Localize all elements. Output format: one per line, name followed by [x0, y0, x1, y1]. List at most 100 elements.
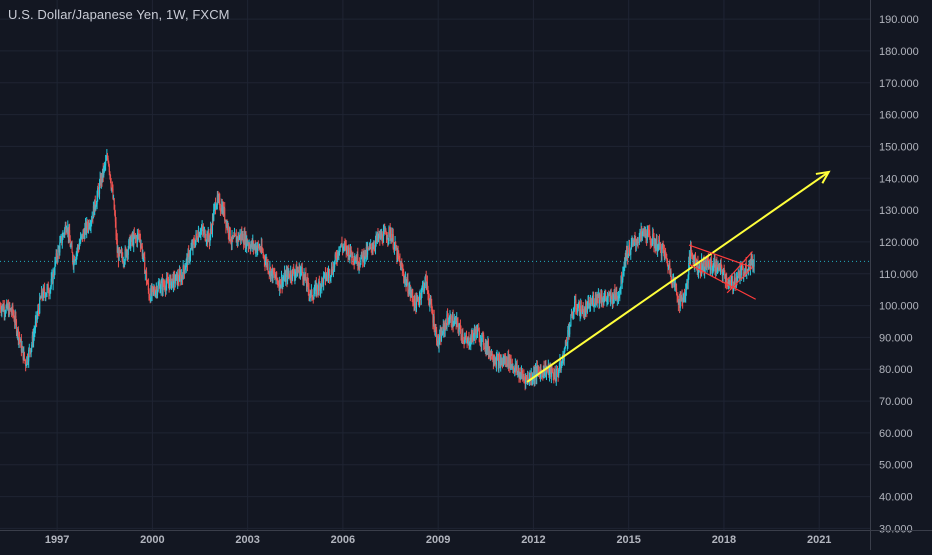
candle-body — [644, 229, 646, 233]
candle-body — [73, 258, 75, 267]
candle-body — [94, 199, 96, 208]
candle-body — [175, 273, 178, 275]
candle-body — [154, 292, 156, 296]
candle-body — [71, 245, 73, 253]
candle-body — [589, 305, 591, 309]
candle-body — [299, 271, 301, 278]
candle-body — [307, 281, 309, 290]
candle-body — [75, 253, 77, 260]
candle-body — [495, 356, 497, 366]
candle-body — [37, 309, 40, 311]
candle-body — [18, 337, 21, 340]
candle-body — [707, 260, 709, 268]
candle-body — [679, 299, 681, 309]
candle-body — [102, 168, 104, 181]
candle-body — [685, 285, 687, 290]
candle-body — [178, 280, 180, 282]
candle-body — [703, 260, 705, 273]
candle-body — [387, 238, 389, 240]
candle-body — [521, 371, 523, 374]
candle-body — [393, 248, 395, 250]
candle-body — [196, 234, 198, 237]
candle-body — [538, 368, 540, 372]
candle-body — [28, 348, 30, 350]
candle-body — [752, 262, 754, 266]
candle-body — [263, 255, 265, 257]
candle-body — [1, 304, 3, 308]
candle-body — [249, 244, 251, 248]
candle-body — [740, 268, 742, 276]
candle-body — [665, 253, 667, 259]
candle-body — [12, 305, 14, 313]
candle-body — [34, 329, 36, 333]
candle-body — [301, 266, 303, 270]
candle-body — [443, 323, 445, 325]
candle-body — [614, 289, 616, 296]
candle-body — [598, 293, 600, 303]
candle-body — [357, 265, 359, 267]
candle-body — [194, 240, 196, 247]
candle-body — [641, 231, 643, 235]
candle-body — [607, 297, 609, 299]
candle-body — [516, 365, 518, 370]
candle-body — [157, 285, 159, 292]
candle-body — [256, 248, 258, 252]
candle-body — [672, 276, 675, 279]
candle-body — [472, 335, 474, 339]
candle-body — [240, 234, 242, 240]
candle-body — [420, 294, 422, 299]
candle-body — [205, 239, 207, 241]
candle-body — [659, 243, 661, 247]
candle-body — [594, 294, 596, 304]
candle-body — [47, 284, 49, 293]
candle-body — [624, 257, 626, 263]
candle-body — [517, 370, 519, 372]
candle-body — [38, 310, 40, 314]
candle-body — [141, 245, 143, 247]
candle-body — [422, 284, 424, 286]
candle-body — [207, 231, 209, 242]
candle-body — [646, 230, 648, 241]
candle-body — [125, 249, 127, 257]
candle-body — [133, 233, 135, 237]
candle-body — [242, 234, 244, 243]
candle-body — [348, 247, 350, 259]
candle-body — [694, 254, 696, 266]
candle-body — [525, 376, 527, 378]
candle-body — [540, 370, 542, 372]
candle-body — [567, 330, 569, 343]
candle-body — [224, 208, 226, 221]
candle-body — [625, 250, 627, 263]
candle-body — [197, 240, 199, 242]
candle-body — [660, 243, 662, 253]
candle-body — [414, 295, 416, 304]
candle-body — [596, 294, 598, 303]
candle-body — [178, 272, 181, 282]
candle-body — [604, 294, 606, 298]
candle-body — [15, 321, 18, 334]
candle-body — [14, 320, 16, 323]
candle-body — [404, 278, 406, 280]
candle-body — [501, 358, 504, 364]
candle-body — [54, 261, 56, 274]
candle-body — [236, 237, 239, 242]
candle-body — [489, 351, 491, 357]
candle-body — [486, 342, 488, 351]
candle-body — [189, 249, 192, 257]
candle-body — [723, 267, 725, 272]
candle-body — [650, 242, 653, 245]
candle-body — [417, 298, 419, 300]
candle-body — [329, 277, 331, 279]
candle-body — [643, 229, 645, 235]
candle-body — [652, 234, 654, 237]
y-tick-label: 30.000 — [879, 523, 913, 535]
candle-body — [398, 256, 400, 261]
candle-body — [0, 309, 2, 312]
candle-body — [362, 254, 364, 262]
candle-body — [131, 236, 134, 241]
candle-body — [418, 300, 420, 303]
candle-body — [421, 285, 424, 287]
candle-body — [391, 238, 393, 242]
candle-body — [652, 234, 654, 245]
candle-body — [441, 330, 443, 335]
